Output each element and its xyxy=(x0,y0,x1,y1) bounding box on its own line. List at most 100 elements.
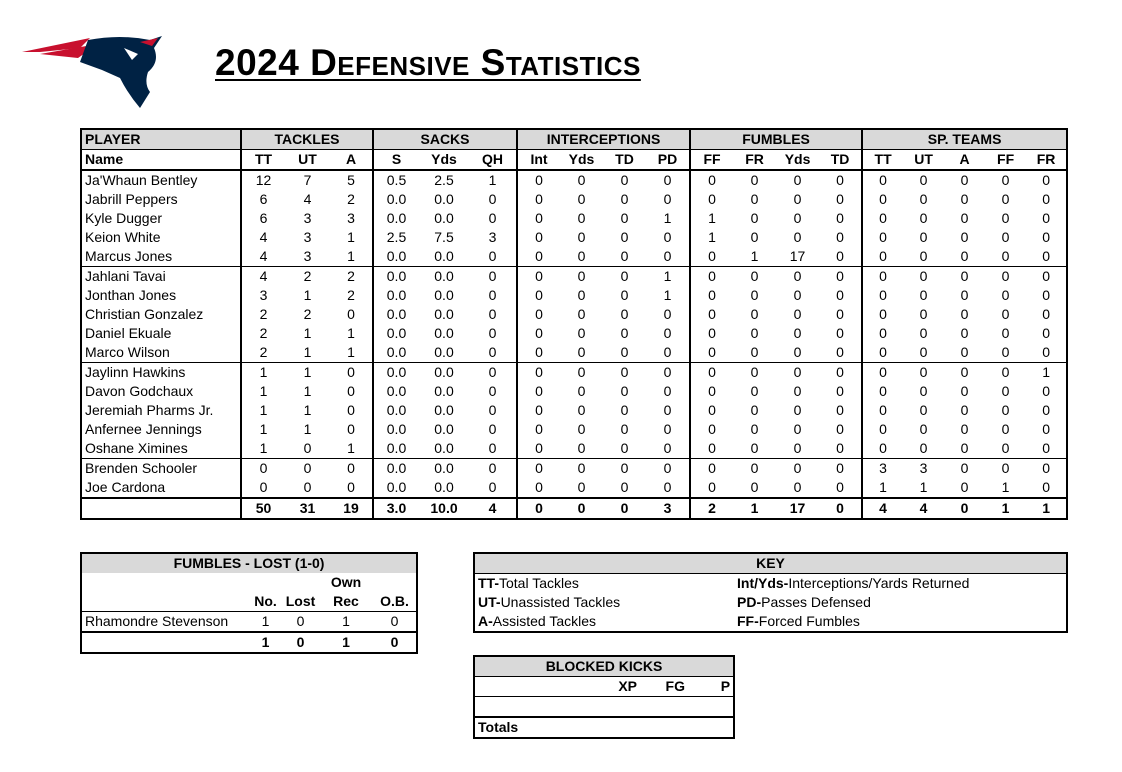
stat-cell: 0.0 xyxy=(434,325,454,341)
stat-cell: 7.5 xyxy=(434,229,454,245)
stat-cell: 0 xyxy=(560,266,604,286)
stat-cell: 0 xyxy=(488,287,497,303)
stat-cell: 0 xyxy=(919,287,928,303)
stat-cell: 0 xyxy=(516,478,561,498)
stat-cell: 0 xyxy=(1026,458,1068,478)
stat-cell: 0 xyxy=(1001,287,1010,303)
stat-cell: 0 xyxy=(861,266,904,286)
stat-cell: 0 xyxy=(960,383,969,399)
stat-cell: 0 xyxy=(1042,229,1050,245)
stat-cell: 0.0 xyxy=(372,478,419,498)
stat-cell: 3 xyxy=(488,229,497,245)
total-cell: 0 xyxy=(560,497,604,519)
stat-cell: 0.0 xyxy=(434,248,454,264)
stat-cell: 0 xyxy=(689,247,734,267)
key-row: TT-Total Tackles Int/Yds-Interceptions/Ya… xyxy=(474,574,1067,594)
stat-cell: 0 xyxy=(620,344,629,360)
stat-cell: 0 xyxy=(960,248,969,264)
stat-cell: 0 xyxy=(663,325,672,341)
stat-cell: 0 xyxy=(689,324,734,343)
stat-cell: 0 xyxy=(793,306,802,322)
key-text: Assisted Tackles xyxy=(492,613,597,629)
stat-cell: 0 xyxy=(861,305,904,324)
super-row: Own xyxy=(81,573,417,592)
stat-cell: 0 xyxy=(836,402,844,418)
stat-cell: 0 xyxy=(903,362,945,382)
stat-cell: 0 xyxy=(750,344,759,360)
stat-cell: 0 xyxy=(469,266,518,286)
total-cell: 4 xyxy=(469,497,518,519)
stat-cell: 0 xyxy=(620,383,629,399)
player-row: Rhamondre Stevenson 1 0 1 0 xyxy=(81,612,417,633)
stat-cell: 0 xyxy=(285,458,330,478)
stat-cell: 2.5 xyxy=(372,228,419,247)
stat-cell: 1 xyxy=(919,479,928,495)
group-header: TACKLES xyxy=(240,129,373,150)
stat-cell: 1 xyxy=(285,362,330,382)
stat-cell: 2 xyxy=(240,324,285,343)
stat-cell: 1 xyxy=(689,228,734,247)
key-row: UT-Unassisted Tackles PD-Passes Defensed xyxy=(474,593,1067,612)
stat-cell: 2.5 xyxy=(419,169,469,190)
stat-cell: 1 xyxy=(342,613,350,629)
stat-cell: 4 xyxy=(240,247,285,267)
stat-cell: 0 xyxy=(776,169,820,190)
stat-cell: 0 xyxy=(985,362,1027,382)
stat-cell: 0 xyxy=(330,458,373,478)
group-header: PLAYER xyxy=(81,129,241,150)
stat-cell: 1 xyxy=(663,210,672,226)
stat-cell: 0.0 xyxy=(372,458,419,478)
stat-cell: 0 xyxy=(603,169,647,190)
stat-cell: 0 xyxy=(577,344,586,360)
stat-cell: 0 xyxy=(689,439,734,459)
stat-cell: 2 xyxy=(240,305,285,324)
stat-cell: 0.0 xyxy=(372,266,419,286)
stat-cell: 0 xyxy=(689,266,734,286)
player-name: Marco Wilson xyxy=(85,344,170,360)
key-item: TT-Total Tackles xyxy=(474,574,734,594)
stat-cell: 0 xyxy=(793,287,802,303)
total-cell: 1 xyxy=(1026,497,1068,519)
stat-cell: 0 xyxy=(1001,191,1010,207)
stat-cell: 1 xyxy=(1026,362,1068,382)
stat-cell: 0.0 xyxy=(419,266,469,286)
column-header-row: Name TT UT A S Yds QH Int Yds TD PD FF FR Yds TD TT UT A F… xyxy=(81,149,1067,170)
stat-cell: 0 xyxy=(776,266,820,286)
stat-cell: 2 xyxy=(240,343,285,363)
player-row: Davon Godchaux 1 1 0 0.0 0.0 0 0 0 0 0 0 0 0 0 0 0 0 0 0 xyxy=(81,382,1067,401)
player-row: Jeremiah Pharms Jr. 1 1 0 0.0 0.0 0 0 0 0 0 0 0 0 0 0 0 0… xyxy=(81,401,1067,420)
stat-cell: 0 xyxy=(663,229,672,245)
stat-cell: 0.0 xyxy=(372,324,419,343)
stat-cell: 1 xyxy=(303,383,312,399)
stat-cell: 0 xyxy=(836,287,844,303)
stat-cell: 0 xyxy=(836,344,844,360)
stat-cell: 3 xyxy=(240,286,285,305)
stat-cell: 0 xyxy=(577,191,586,207)
stat-cell: 0 xyxy=(689,190,734,209)
total-cell: 2 xyxy=(689,497,734,519)
stat-cell: 0 xyxy=(516,190,561,209)
stat-cell: 0 xyxy=(689,305,734,324)
stat-cell: 0 xyxy=(560,169,604,190)
total-cell: 0 xyxy=(282,631,319,653)
stat-cell: 0 xyxy=(488,440,497,456)
key-item: PD-Passes Defensed xyxy=(734,593,1067,612)
logo xyxy=(22,36,162,108)
stat-cell: 0 xyxy=(469,458,518,478)
stat-cell: 0 xyxy=(488,344,497,360)
stat-cell: 0 xyxy=(1042,306,1050,322)
stat-cell: 0 xyxy=(620,402,629,418)
stat-cell: 0 xyxy=(793,229,802,245)
stat-cell: 0 xyxy=(836,191,844,207)
column-header: TD xyxy=(615,151,634,167)
stat-cell: 0 xyxy=(1001,440,1010,456)
stat-cell: 0 xyxy=(560,458,604,478)
stat-cell: 0 xyxy=(488,210,497,226)
stat-cell: 0 xyxy=(577,440,586,456)
stat-cell: 3 xyxy=(861,458,904,478)
stat-cell: 0 xyxy=(347,306,355,322)
stat-cell: 0 xyxy=(1042,325,1050,341)
stat-cell: 0 xyxy=(919,383,928,399)
stat-cell: 0 xyxy=(750,191,759,207)
